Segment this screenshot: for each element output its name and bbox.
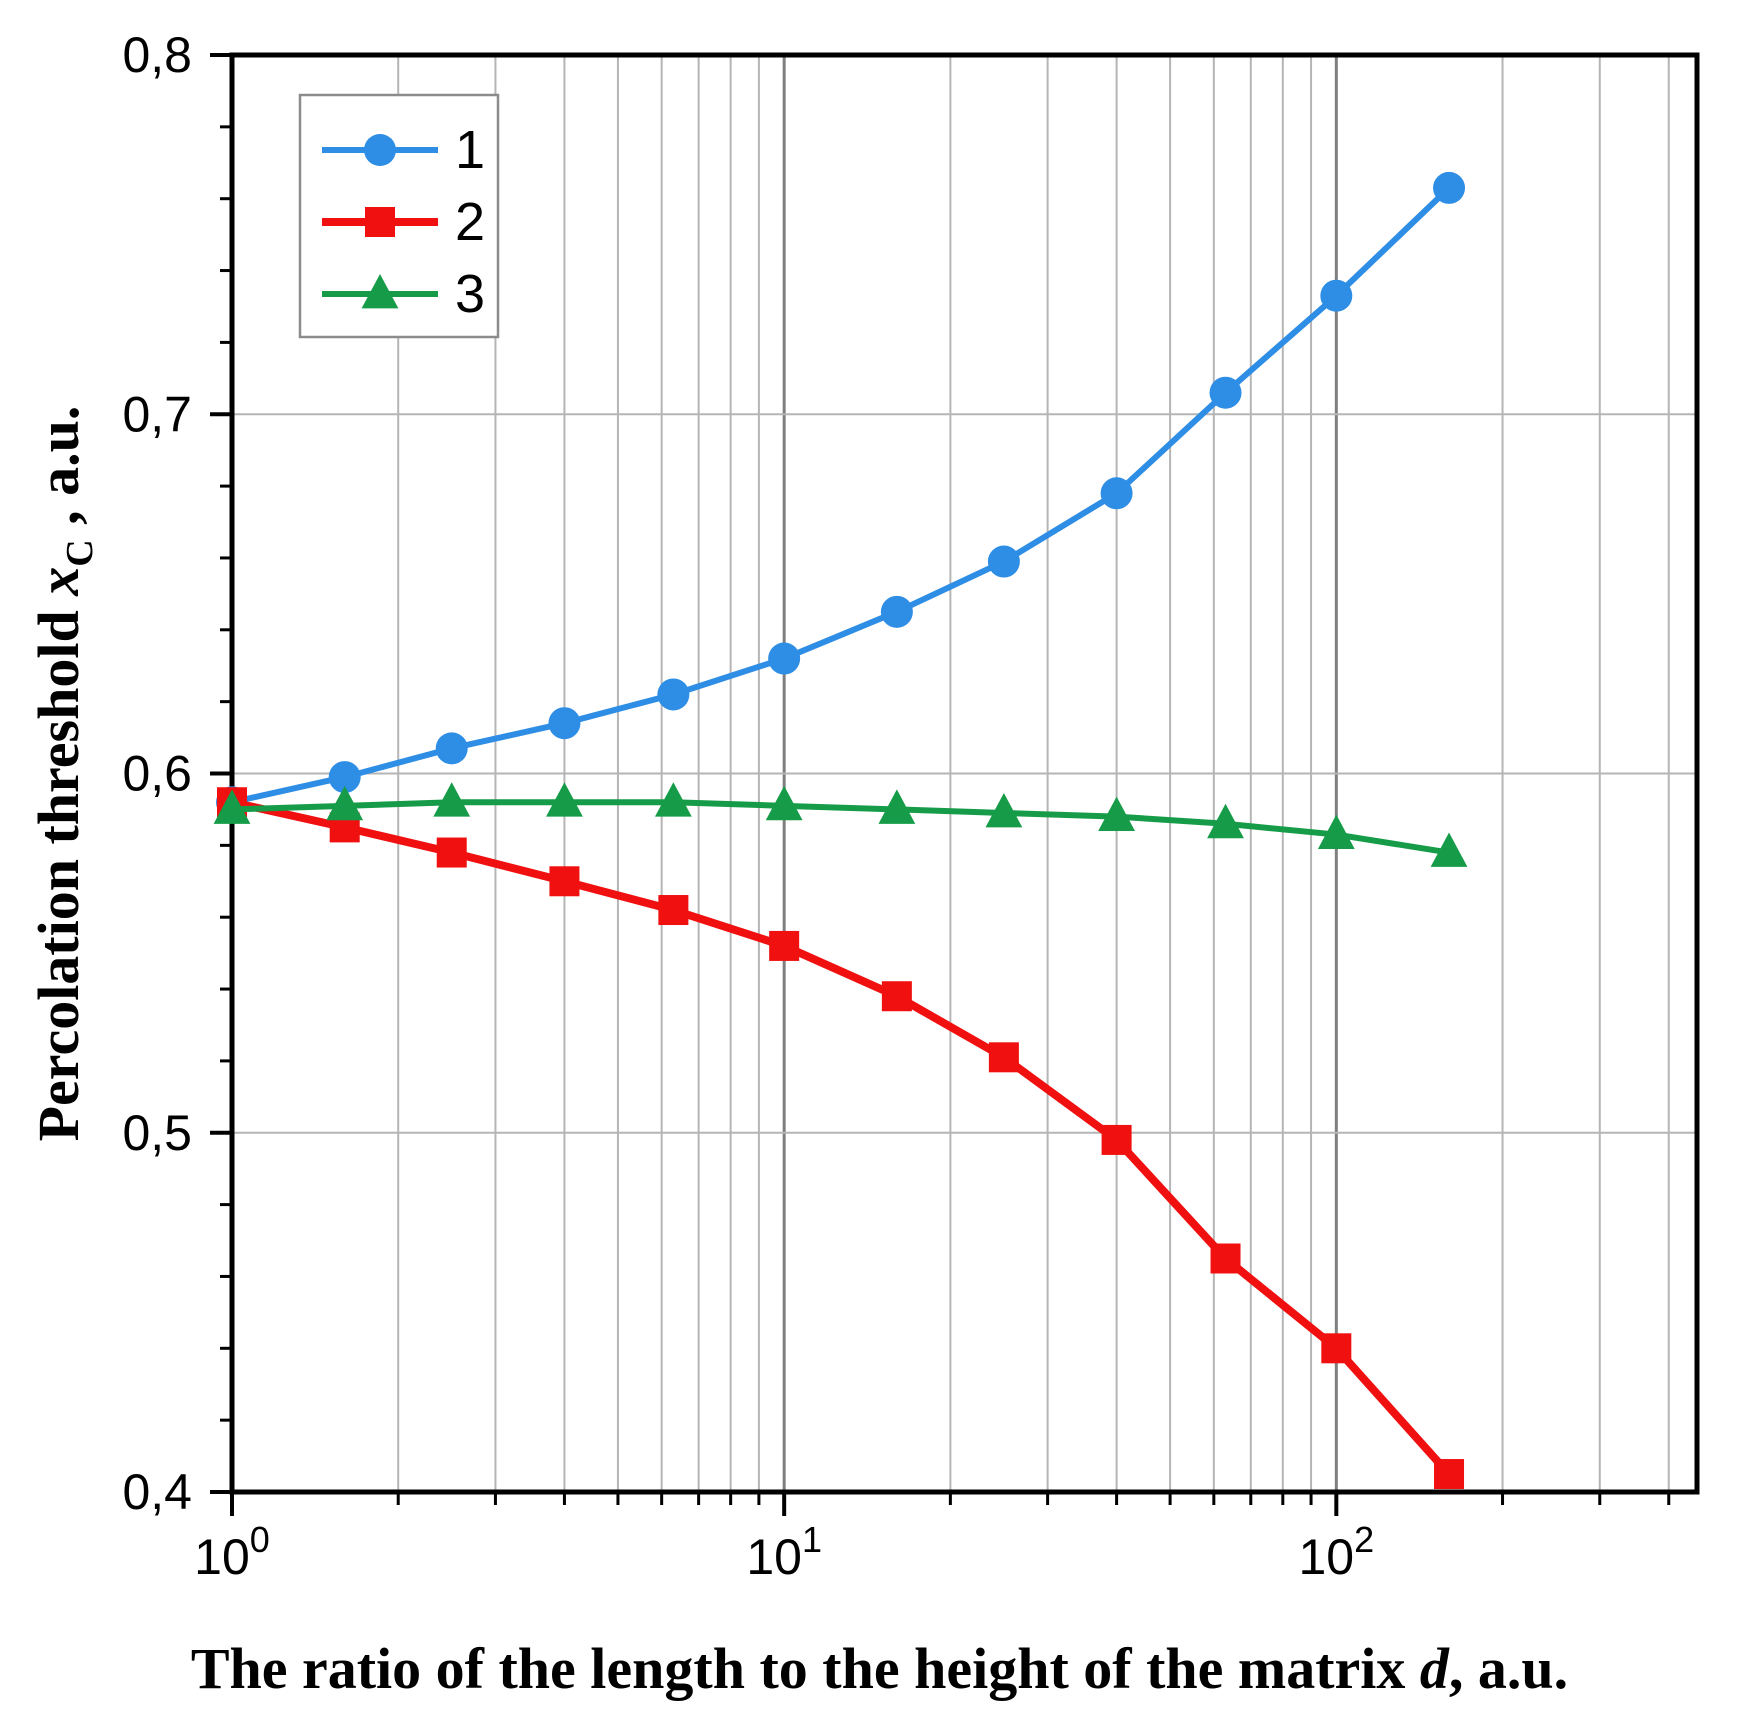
axis-ticks [210, 53, 1671, 1516]
x-tick-labels: 100 101 102 [194, 1519, 1374, 1585]
x-axis-label: The ratio of the length to the height of… [191, 1636, 1568, 1701]
y-tick-label: 0,6 [122, 746, 192, 802]
series-2-line [231, 798, 1453, 1477]
x-tick-label: 102 [1298, 1519, 1374, 1585]
series-3-markers [213, 782, 1468, 867]
legend: 1 2 3 [298, 93, 500, 339]
x-tick-label: 101 [746, 1519, 822, 1585]
x-tick-label: 100 [194, 1519, 270, 1585]
y-tick-labels: 0,4 0,5 0,6 0,7 0,8 [122, 27, 192, 1520]
legend-label-3: 3 [455, 264, 485, 324]
y-tick-label: 0,5 [122, 1105, 192, 1161]
legend-label-1: 1 [455, 120, 485, 180]
series-3-line [231, 799, 1450, 856]
series-1-line [231, 185, 1452, 806]
y-tick-label: 0,8 [122, 27, 192, 83]
series-2-markers [217, 787, 1465, 1490]
legend-label-2: 2 [455, 192, 485, 252]
y-tick-label: 0,4 [122, 1464, 192, 1520]
gridlines [232, 55, 1697, 1492]
y-axis-label: Percolation threshold xC , a.u. [26, 406, 101, 1142]
y-tick-label: 0,7 [122, 386, 192, 442]
